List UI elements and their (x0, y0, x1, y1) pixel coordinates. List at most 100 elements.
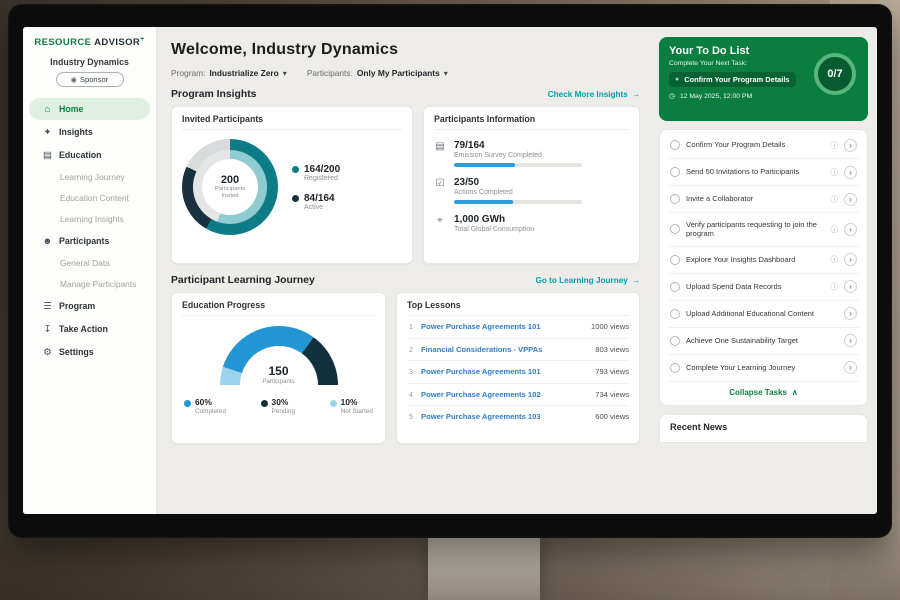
sidebar-item-label: Settings (59, 347, 94, 358)
task-checkbox[interactable] (670, 167, 680, 177)
legend-item: 60% Completed (184, 397, 226, 415)
info-icon[interactable]: ⓘ (830, 224, 839, 234)
program-filter[interactable]: Program: Industrialize Zero ▾ (171, 68, 287, 78)
info-icon[interactable]: ⓘ (830, 255, 839, 264)
legend-dot (260, 399, 268, 407)
task-checkbox[interactable] (670, 308, 680, 319)
task-chevron-button[interactable]: › (844, 280, 857, 293)
task-chevron-button[interactable]: › (844, 361, 857, 374)
collapse-tasks-link[interactable]: Collapse Tasks ∧ (668, 382, 859, 401)
legend-top: 30% (260, 397, 295, 407)
sidebar-item[interactable]: General Data (29, 253, 150, 273)
todo-task-row[interactable]: Explore Your Insights Dashboard ⓘ › (668, 247, 859, 274)
stat-row: ⌖ 1,000 GWh Total Global Consumption (434, 214, 629, 233)
page-title: Welcome, Industry Dynamics (171, 41, 399, 58)
go-to-learning-journey-link[interactable]: Go to Learning Journey → (535, 276, 640, 285)
legend-value: 84/164 (304, 192, 335, 204)
sidebar: RESOURCE ADVISOR+ Industry Dynamics ◉ Sp… (23, 27, 157, 514)
todo-task-row[interactable]: Confirm Your Program Details ⓘ › (668, 132, 859, 159)
task-chevron-button[interactable]: › (844, 138, 857, 152)
info-icon[interactable]: ⓘ (830, 194, 839, 204)
logo-resource: RESOURCE (34, 37, 92, 49)
todo-task-row[interactable]: Upload Spend Data Records ⓘ › (668, 274, 859, 301)
sidebar-item[interactable]: ▤ Education (29, 144, 150, 166)
sidebar-item[interactable]: ⚙ Settings (29, 341, 150, 363)
lesson-link[interactable]: Power Purchase Agreements 101 (421, 322, 541, 332)
task-chevron-button[interactable]: › (844, 222, 857, 236)
participants-filter-value: Only My Participants (356, 68, 440, 78)
todo-datetime-label: 12 May 2025, 12:00 PM (679, 92, 753, 100)
lesson-link[interactable]: Power Purchase Agreements 102 (421, 389, 541, 399)
info-icon[interactable]: ⓘ (830, 282, 839, 291)
lesson-rank: 5 (409, 412, 413, 422)
task-checkbox[interactable] (670, 140, 680, 150)
task-checkbox[interactable] (670, 281, 680, 292)
todo-task-row[interactable]: Achieve One Sustainability Target ⓘ › (668, 328, 859, 355)
todo-task-row[interactable]: Verify participants requesting to join t… (668, 213, 859, 247)
task-label: Verify participants requesting to join t… (686, 219, 817, 239)
sidebar-item[interactable]: Education Content (29, 188, 150, 208)
task-checkbox[interactable] (670, 362, 680, 373)
sponsor-badge[interactable]: ◉ Sponsor (55, 72, 124, 88)
lesson-views: 803 views (595, 344, 629, 354)
sidebar-item[interactable]: Learning Journey (29, 167, 150, 187)
task-checkbox[interactable] (670, 194, 680, 204)
lesson-link[interactable]: Financial Considerations - VPPAs (421, 344, 543, 354)
task-checkbox[interactable] (670, 254, 680, 265)
nav-item-icon: ▤ (43, 149, 52, 161)
task-chevron-button[interactable]: › (844, 253, 857, 266)
todo-task-row[interactable]: Invite a Collaborator ⓘ › (668, 186, 859, 213)
task-checkbox[interactable] (670, 224, 680, 235)
sponsor-label: Sponsor (79, 75, 109, 85)
logo-plus: + (140, 36, 145, 43)
task-chevron-button[interactable]: › (844, 334, 857, 347)
sidebar-item[interactable]: Learning Insights (29, 209, 150, 229)
sidebar-item-label: Learning Journey (60, 172, 125, 183)
task-checkbox[interactable] (670, 335, 680, 346)
lesson-link[interactable]: Power Purchase Agreements 101 (421, 367, 541, 377)
participants-filter[interactable]: Participants: Only My Participants ▾ (307, 68, 448, 78)
legend-dot (184, 399, 191, 407)
program-insights-title: Program Insights (171, 89, 257, 100)
stat-progress-fill (454, 163, 516, 167)
lesson-link[interactable]: Power Purchase Agreements 103 (421, 412, 541, 422)
legend-label: Registered (304, 174, 338, 182)
lesson-row[interactable]: 2 Financial Considerations - VPPAs 803 v… (407, 339, 629, 361)
lesson-row[interactable]: 4 Power Purchase Agreements 102 734 view… (407, 384, 629, 406)
collapse-tasks-label: Collapse Tasks (729, 387, 787, 397)
todo-next-task[interactable]: ● Confirm Your Program Details (669, 72, 796, 87)
lesson-row[interactable]: 1 Power Purchase Agreements 101 1000 vie… (407, 316, 629, 339)
sidebar-item[interactable]: ☻ Participants (29, 230, 150, 252)
task-chevron-button[interactable]: › (844, 307, 857, 320)
info-icon[interactable]: ⓘ (830, 140, 839, 150)
todo-task-row[interactable]: Send 50 Invitations to Participants ⓘ › (668, 159, 859, 186)
sidebar-item[interactable]: ✦ Insights (29, 121, 150, 143)
task-chevron-button[interactable]: › (844, 165, 857, 179)
sidebar-item[interactable]: Manage Participants (29, 274, 150, 294)
learning-cards-row: Education Progress 150 Participants (171, 292, 640, 444)
program-insights-header: Program Insights Check More Insights → (171, 89, 640, 100)
lesson-row[interactable]: 5 Power Purchase Agreements 103 600 view… (407, 406, 629, 428)
lesson-rank: 1 (409, 322, 413, 332)
legend-top: 10% (329, 397, 373, 407)
donut-center-label: Participants Invited (214, 185, 246, 199)
chevron-down-icon: ▾ (282, 68, 287, 78)
education-progress-card: Education Progress 150 Participants (171, 292, 386, 444)
task-label: Send 50 Invitations to Participants (686, 167, 800, 177)
lesson-rank: 4 (409, 389, 413, 399)
task-chevron-button[interactable]: › (844, 192, 857, 206)
sidebar-item[interactable]: ☰ Program (29, 295, 150, 317)
todo-task-row[interactable]: Upload Additional Educational Content ⓘ … (668, 301, 859, 328)
todo-task-row[interactable]: Complete Your Learning Journey ⓘ › (668, 355, 859, 382)
todo-next-task-label: Confirm Your Program Details (684, 75, 790, 84)
main-content: Welcome, Industry Dynamics Program: Indu… (157, 27, 650, 514)
stat-label: Total Global Consumption (454, 226, 535, 233)
sidebar-item[interactable]: ⌂ Home (29, 98, 150, 121)
check-more-insights-link[interactable]: Check More Insights → (548, 90, 640, 99)
info-icon[interactable]: ⓘ (830, 167, 839, 177)
sidebar-item-label: Home (59, 104, 84, 115)
nav-item-icon: ☻ (42, 235, 53, 247)
lesson-row[interactable]: 3 Power Purchase Agreements 101 793 view… (407, 361, 629, 384)
top-lessons-list: 1 Power Purchase Agreements 101 1000 vie… (407, 316, 629, 428)
sidebar-item[interactable]: ↧ Take Action (29, 318, 150, 340)
